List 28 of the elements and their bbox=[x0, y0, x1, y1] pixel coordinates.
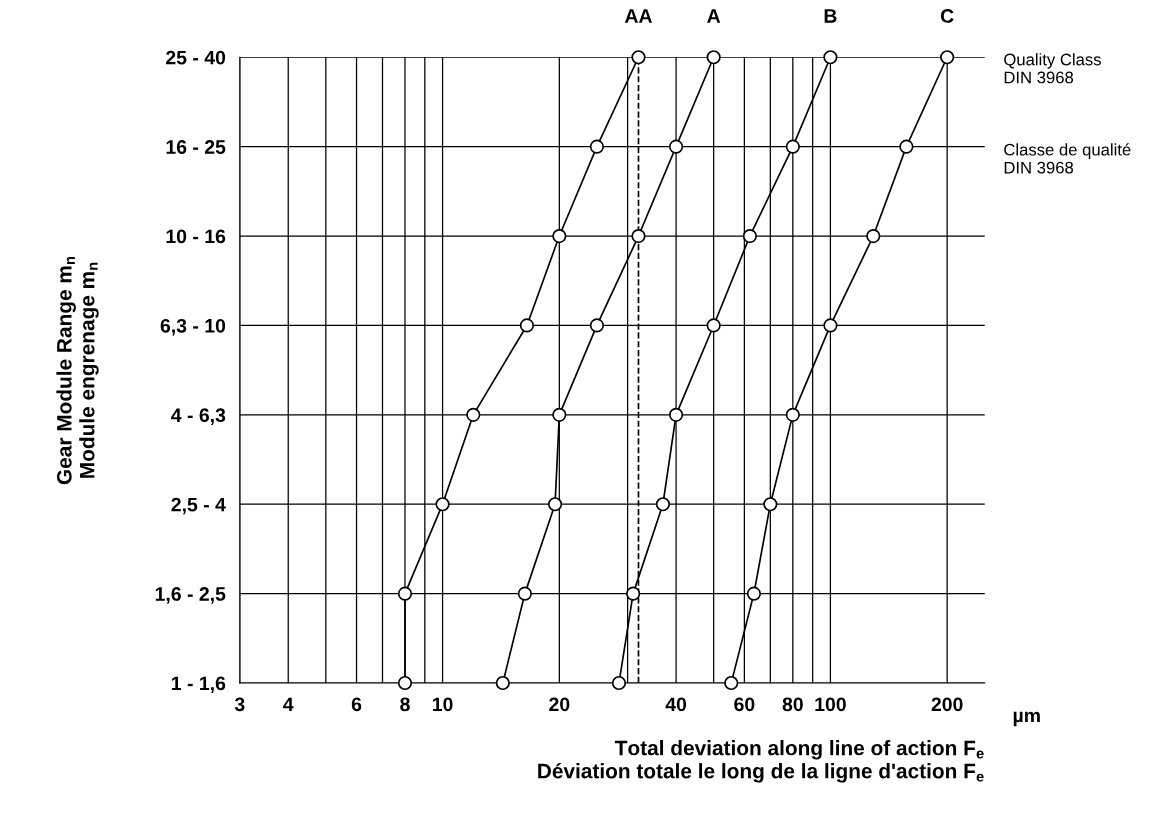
y-tick-label: 25 - 40 bbox=[166, 50, 226, 65]
y-tick-label: 16 - 25 bbox=[166, 140, 226, 154]
y-axis-title: Gear Module Range m$_{n}$ Module engrenage m$_{n}$ bbox=[56, 256, 99, 485]
x-tick-label: 200 bbox=[931, 697, 963, 712]
text: Quality Class DIN 3968 bbox=[1004, 53, 1101, 84]
x-tick-label: 3 bbox=[234, 697, 245, 712]
series-label: AA bbox=[624, 9, 653, 23]
y-tick-label: 1 - 1,6 bbox=[172, 676, 226, 694]
x-tick-label: 100 bbox=[815, 697, 846, 712]
x-tick-label: 20 bbox=[549, 697, 570, 712]
y-tick-label: 6,3 - 10 bbox=[160, 318, 226, 336]
y-tick-label: 2,5 - 4 bbox=[171, 497, 226, 515]
series-label: B bbox=[824, 9, 837, 23]
series-label: C bbox=[940, 9, 954, 23]
x-tick-label: 6 bbox=[351, 697, 362, 712]
x-tick-label: 10 bbox=[432, 697, 453, 712]
y-tick-label: 10 - 16 bbox=[166, 229, 226, 244]
series-label: A bbox=[707, 9, 721, 23]
x-tick-label: 40 bbox=[665, 697, 687, 712]
x-axis-title: Total deviation along line of action F$_{e}$ Déviation totale le long de la ligne d'action F$_{e}$ bbox=[538, 740, 984, 783]
x-tick-label: 8 bbox=[400, 697, 410, 712]
y-tick-label: 1,6 - 2,5 bbox=[155, 587, 226, 604]
text: µm bbox=[1013, 711, 1040, 727]
x-tick-label: 4 bbox=[283, 697, 294, 712]
text: Classe de qualité DIN 3968 bbox=[1004, 143, 1131, 174]
x-tick-label: 60 bbox=[734, 697, 755, 712]
x-tick-label: 80 bbox=[782, 697, 803, 712]
y-tick-label: 4 - 6,3 bbox=[171, 408, 226, 425]
